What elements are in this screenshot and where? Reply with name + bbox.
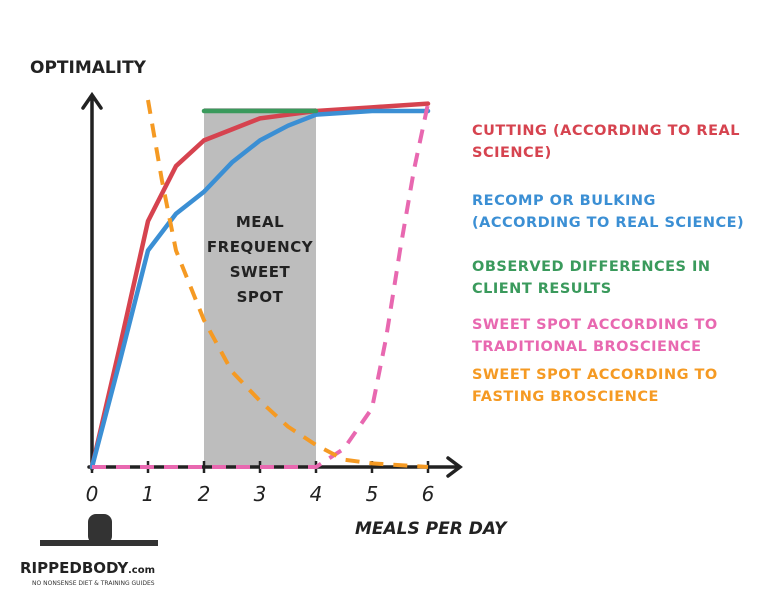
y-axis-label: OPTIMALITY: [30, 58, 147, 78]
y-axis: [81, 91, 103, 471]
plot: 0 1 2 3 4 5 6: [81, 91, 463, 506]
x-tick-label: 4: [310, 482, 323, 506]
logo-suffix: .com: [128, 565, 155, 576]
x-tick-label: 1: [142, 482, 155, 506]
legend-entry: OBSERVED DIFFERENCES IN CLIENT RESULTS: [472, 259, 711, 297]
x-tick-label: 6: [422, 482, 435, 506]
legend-entry: CUTTING (ACCORDING TO REAL SCIENCE): [472, 123, 740, 161]
series-line: [146, 99, 429, 469]
x-tick-label: 2: [198, 482, 211, 506]
x-axis-label: MEALS PER DAY: [355, 519, 508, 539]
logo: RIPPEDBODY .com NO NONSENSE DIET & TRAIN…: [20, 514, 158, 587]
sweet-spot-region: [204, 108, 316, 467]
x-tick-label: 0: [86, 482, 99, 506]
series-line: [89, 101, 431, 470]
logo-bar: [40, 540, 158, 546]
logo-name: RIPPEDBODY: [20, 559, 129, 577]
series-line: [92, 103, 430, 469]
series-line: [89, 108, 431, 470]
legend-entry: SWEET SPOT ACCORDING TO TRADITIONAL BROS…: [472, 317, 718, 355]
x-tick-label: 5: [366, 482, 379, 506]
legend-entry: RECOMP OR BULKING (ACCORDING TO REAL SCI…: [472, 193, 745, 231]
legend-entry: SWEET SPOT ACCORDING TO FASTING BROSCIEN…: [472, 367, 718, 405]
x-tick-label: 3: [254, 482, 267, 506]
sweet-spot-label: MEAL FREQUENCY SWEET SPOT: [206, 213, 314, 306]
logo-figure: [88, 514, 112, 544]
logo-tagline: NO NONSENSE DIET & TRAINING GUIDES: [32, 580, 155, 587]
